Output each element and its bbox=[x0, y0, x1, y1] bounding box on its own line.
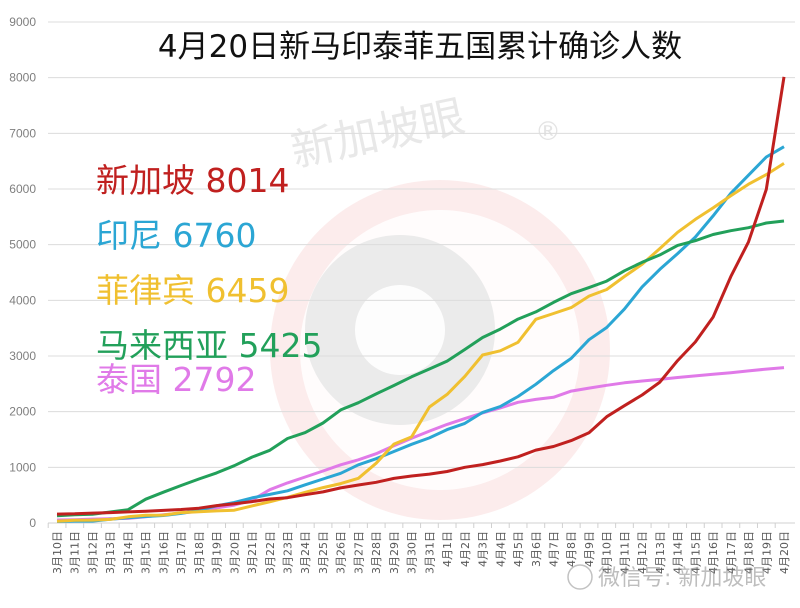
x-tick-label: 3月15日 bbox=[140, 531, 153, 574]
x-tick-label: 3月11日 bbox=[69, 531, 82, 574]
x-tick-label: 4月2日 bbox=[459, 531, 472, 567]
watermark: 新加坡眼 ® bbox=[270, 91, 610, 520]
footer-watermark: 微信号: 新加坡眼 bbox=[567, 564, 766, 591]
y-tick-label: 1000 bbox=[9, 460, 36, 474]
x-tick-label: 4月13日 bbox=[654, 531, 667, 574]
y-tick-label: 3000 bbox=[9, 349, 36, 363]
wechat-watermark-text: 微信号: 新加坡眼 bbox=[598, 566, 766, 591]
x-tick-label: 3月29日 bbox=[388, 531, 401, 574]
chart-title: 4月20日新马印泰菲五国累计确诊人数 bbox=[158, 29, 682, 65]
y-tick-label: 6000 bbox=[9, 182, 36, 196]
x-tick-label: 4月14日 bbox=[672, 531, 685, 574]
watermark-brand: 新加坡眼 bbox=[287, 91, 470, 177]
y-tick-label: 5000 bbox=[9, 238, 36, 252]
y-tick-label: 8000 bbox=[9, 71, 36, 85]
x-tick-label: 3月30日 bbox=[406, 531, 419, 574]
x-tick-label: 3月12日 bbox=[86, 531, 99, 574]
x-tick-label: 3月10日 bbox=[51, 531, 64, 574]
x-tick-label: 4月16日 bbox=[707, 531, 720, 574]
x-axis: 3月10日 3月11日 3月12日 3月13日 3月14日 3月15日 3月16日 3月17日… bbox=[47, 523, 791, 574]
y-tick-label: 2000 bbox=[9, 405, 36, 419]
x-tick-label: 4月7日 bbox=[547, 531, 560, 567]
series-lines bbox=[56, 76, 786, 523]
series-line-3 bbox=[56, 219, 785, 518]
series-line-2 bbox=[56, 162, 785, 523]
x-tick-label: 3月20日 bbox=[228, 531, 241, 574]
legend-item: 菲律宾 6459 bbox=[96, 271, 289, 310]
x-tick-label: 4月17日 bbox=[725, 531, 738, 574]
x-tick-label: 3月23日 bbox=[282, 531, 295, 574]
x-tick-label: 3月17日 bbox=[175, 531, 188, 574]
x-tick-label: 4月19日 bbox=[760, 531, 773, 574]
legend-item: 马来西亚 5425 bbox=[96, 326, 322, 365]
x-tick-label: 3月18日 bbox=[193, 531, 206, 574]
series-line-0 bbox=[56, 76, 786, 516]
x-tick-label: 4月9日 bbox=[583, 531, 596, 567]
x-tick-label: 4月10日 bbox=[601, 531, 614, 574]
x-tick-label: 3月6日 bbox=[530, 531, 543, 567]
y-tick-label: 7000 bbox=[9, 126, 36, 140]
x-tick-label: 4月8日 bbox=[565, 531, 578, 567]
y-tick-label: 9000 bbox=[9, 15, 36, 29]
x-tick-label: 3月27日 bbox=[352, 531, 365, 574]
x-tick-label: 4月5日 bbox=[512, 531, 525, 567]
y-axis: 0 1000 2000 3000 4000 5000 6000 7000 8000 9000 bbox=[9, 15, 36, 530]
x-tick-label: 3月19日 bbox=[211, 531, 224, 574]
legend-item: 新加坡 8014 bbox=[96, 161, 289, 200]
x-tick-label: 3月13日 bbox=[104, 531, 117, 574]
x-tick-label: 3月21日 bbox=[246, 531, 259, 574]
x-tick-label: 3月25日 bbox=[317, 531, 330, 574]
x-tick-label: 4月20日 bbox=[778, 531, 791, 574]
x-tick-label: 4月12日 bbox=[636, 531, 649, 574]
watermark-registered-icon: ® bbox=[535, 117, 561, 147]
x-tick-label: 3月22日 bbox=[264, 531, 277, 574]
y-tick-label: 4000 bbox=[9, 293, 36, 307]
wechat-icon bbox=[567, 564, 593, 590]
y-tick-label: 0 bbox=[29, 516, 36, 530]
x-tick-label: 4月1日 bbox=[441, 531, 454, 567]
x-tick-label: 4月11日 bbox=[618, 531, 631, 574]
x-tick-label: 3月24日 bbox=[299, 531, 312, 574]
x-tick-label: 4月18日 bbox=[743, 531, 756, 574]
legend-item: 印尼 6760 bbox=[96, 216, 256, 255]
x-tick-label: 3月31日 bbox=[423, 531, 436, 574]
x-tick-label: 3月28日 bbox=[370, 531, 383, 574]
x-tick-label: 4月4日 bbox=[494, 531, 507, 567]
x-tick-label: 3月26日 bbox=[335, 531, 348, 574]
x-tick-label: 3月14日 bbox=[122, 531, 135, 574]
x-tick-label: 4月15日 bbox=[689, 531, 702, 574]
x-tick-label: 4月3日 bbox=[477, 531, 490, 567]
legend-item: 泰国 2792 bbox=[96, 360, 256, 399]
x-tick-label: 3月16日 bbox=[157, 531, 170, 574]
